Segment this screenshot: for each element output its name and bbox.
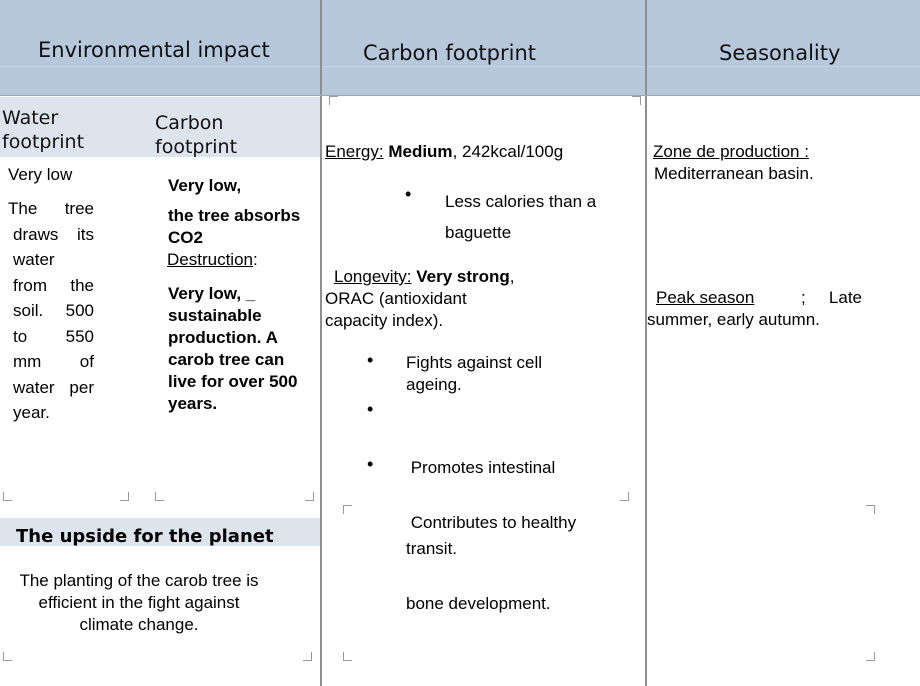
bullet-item: Promotes intestinal transit. xyxy=(406,400,555,589)
upside-line: The planting of the carob tree is xyxy=(19,571,259,590)
peak-line-1: Peak season ; Late xyxy=(656,287,862,309)
carbon-title-line: Carbon xyxy=(155,112,224,134)
bullet-item: Contributes to healthy bone development. xyxy=(406,455,576,644)
carbon-absorb-line: CO2 xyxy=(168,228,203,247)
destruction-line: sustainable xyxy=(168,306,262,325)
water-description: The tree draws its water from the soil. … xyxy=(8,196,94,426)
water-title-line: Water xyxy=(2,107,59,129)
zone-value: Mediterranean basin. xyxy=(654,164,814,183)
bullet-glyph: • xyxy=(367,399,374,419)
corner-mark xyxy=(866,652,875,661)
longevity-label: Longevity: xyxy=(334,267,412,286)
destruction-colon: : xyxy=(252,250,258,269)
bullet-line: Promotes intestinal xyxy=(406,458,556,477)
longevity-rest: , xyxy=(509,267,515,286)
destruction-label-row: Destruction: xyxy=(167,249,258,271)
corner-mark xyxy=(120,492,129,501)
column-divider-1 xyxy=(320,0,322,686)
water-line: water xyxy=(13,250,55,269)
carbon-title-line: footprint xyxy=(155,136,238,158)
destruction-line: Very low, _ xyxy=(168,284,256,303)
water-line: year. xyxy=(13,403,50,422)
energy-value: Medium xyxy=(388,142,453,161)
corner-mark xyxy=(866,505,875,514)
energy-label: Energy: xyxy=(325,142,384,161)
destruction-line: live for over 500 xyxy=(168,372,298,391)
energy-rest: , 242kcal/100g xyxy=(452,142,564,161)
energy-bullet-glyph: • xyxy=(405,184,412,204)
water-line: from the xyxy=(13,275,94,295)
destruction-line: carob tree can xyxy=(168,350,285,369)
carbon-absorb-text: the tree absorbs CO2 xyxy=(168,205,300,249)
peak-line-1-rest: Late xyxy=(828,288,862,307)
carbon-footprint-title: Carbon footprint xyxy=(155,111,237,159)
upside-title: The upside for the planet xyxy=(16,526,274,547)
orac-line: ORAC (antioxidant xyxy=(325,289,467,308)
corner-mark xyxy=(329,96,338,105)
peak-line-2: summer, early autumn. xyxy=(647,310,820,329)
water-title-line: footprint xyxy=(2,131,85,153)
bullet-line: Contributes to healthy xyxy=(406,513,577,532)
corner-mark xyxy=(343,505,352,514)
bullet-line: bone development. xyxy=(406,594,551,613)
zone-label: Zone de production : xyxy=(653,142,809,161)
corner-mark xyxy=(343,652,352,661)
corner-mark xyxy=(3,652,12,661)
destruction-line: production. A xyxy=(168,328,278,347)
destruction-line: years. xyxy=(168,394,218,413)
corner-mark xyxy=(305,492,314,501)
header-seasonality: Seasonality xyxy=(719,41,841,65)
bullet-line: Fights against cell xyxy=(406,353,543,372)
orac-text: ORAC (antioxidant capacity index). xyxy=(325,288,467,332)
energy-bullet-line: Less calories than a xyxy=(445,192,597,211)
header-guide-line xyxy=(0,66,920,67)
corner-mark xyxy=(3,492,12,501)
subheader-band xyxy=(0,97,320,157)
water-line: mm of xyxy=(13,352,94,371)
water-line: draws its xyxy=(13,224,94,244)
corner-mark xyxy=(620,492,629,501)
bullet-line: ageing. xyxy=(406,375,462,394)
bullet-glyph: • xyxy=(367,454,374,474)
carbon-absorb-line: the tree absorbs xyxy=(168,206,301,225)
upside-description: The planting of the carob tree is effici… xyxy=(0,570,278,636)
longevity-value: Very strong xyxy=(416,267,510,286)
energy-row: Energy: Medium, 242kcal/100g xyxy=(325,141,563,163)
peak-separator: ; xyxy=(801,288,806,307)
bullet-glyph: • xyxy=(367,350,374,370)
destruction-description: Very low, _ sustainable production. A ca… xyxy=(168,283,297,415)
water-line: The tree xyxy=(8,199,94,218)
zone-block: Zone de production : Mediterranean basin… xyxy=(653,141,814,185)
water-line: to 550 xyxy=(13,326,94,346)
column-divider-2 xyxy=(645,0,647,686)
energy-bullet-text: Less calories than a baguette xyxy=(445,186,596,248)
header-carbon-footprint: Carbon footprint xyxy=(363,41,536,65)
header-bottom-border xyxy=(0,95,920,96)
header-band xyxy=(0,0,920,95)
bullet-item: Fights against cell ageing. xyxy=(406,352,542,396)
carbon-rating: Very low, xyxy=(168,176,242,195)
water-rating: Very low xyxy=(8,165,73,184)
bullet-line: transit. xyxy=(406,539,458,558)
orac-line: capacity index). xyxy=(325,311,444,330)
peak-label: Peak season xyxy=(656,288,755,307)
corner-mark xyxy=(155,492,164,501)
water-line: water per xyxy=(13,377,94,397)
energy-bullet-line: baguette xyxy=(445,223,512,242)
corner-mark xyxy=(303,652,312,661)
corner-mark xyxy=(632,96,641,105)
upside-line: efficient in the fight against xyxy=(38,593,240,612)
header-environmental-impact: Environmental impact xyxy=(38,38,270,62)
upside-line: climate change. xyxy=(79,615,199,634)
water-footprint-title: Water footprint xyxy=(2,106,84,154)
longevity-row: Longevity: Very strong, xyxy=(334,266,515,288)
upside-band xyxy=(0,518,320,546)
destruction-label: Destruction xyxy=(167,250,253,269)
water-line: soil. 500 xyxy=(13,301,94,320)
